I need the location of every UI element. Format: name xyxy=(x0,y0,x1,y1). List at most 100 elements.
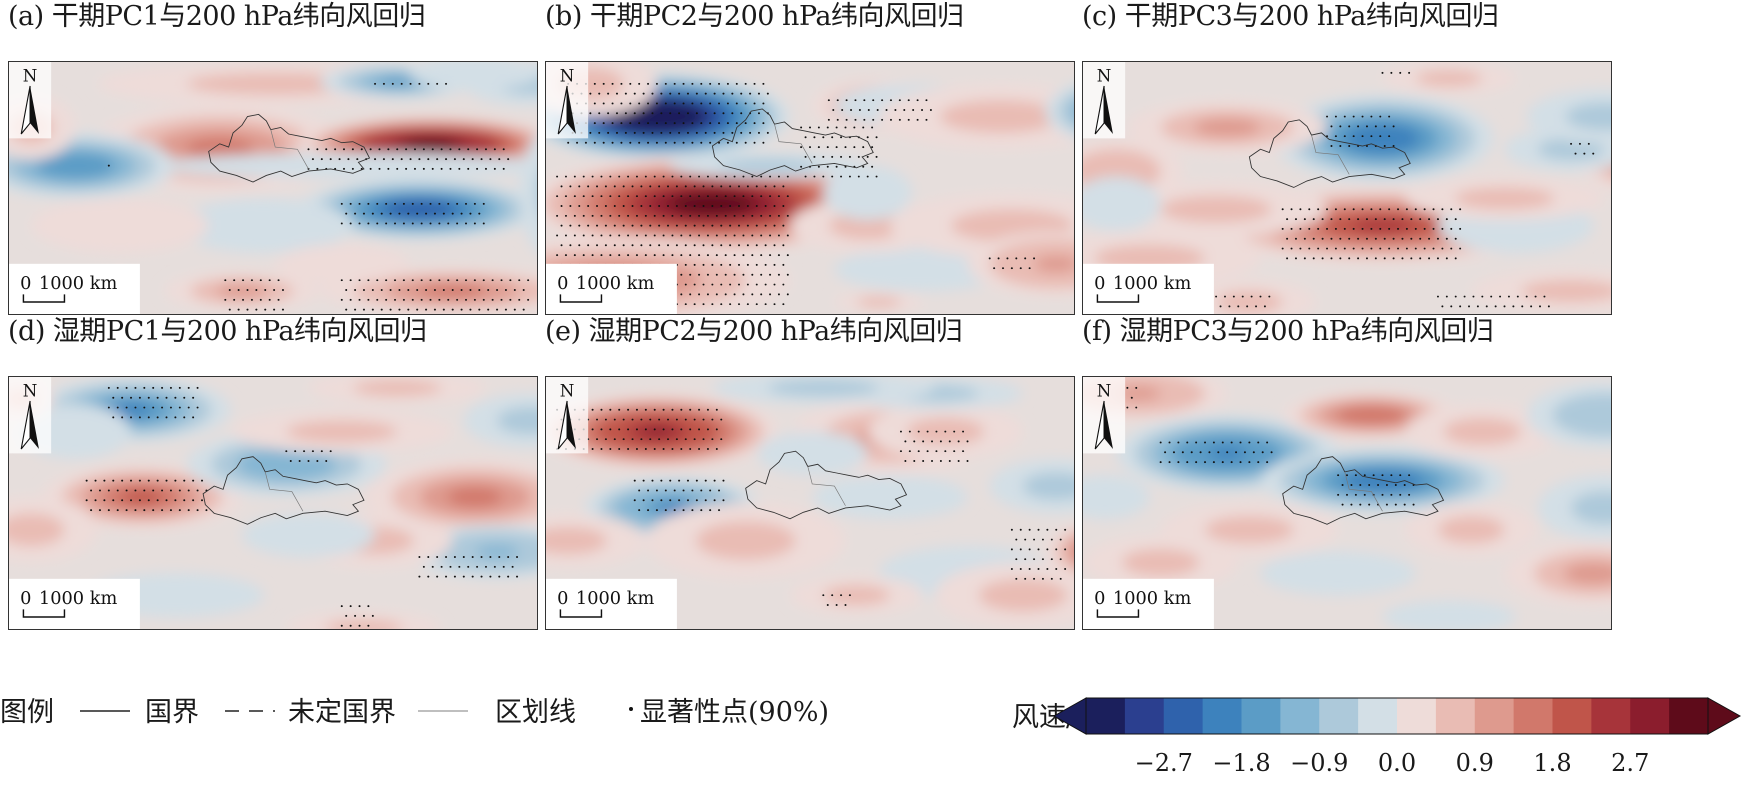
significance-dot xyxy=(702,418,705,421)
significance-dot xyxy=(476,565,479,568)
significance-dot xyxy=(349,279,352,282)
significance-dot xyxy=(1397,247,1400,250)
significance-dot xyxy=(867,109,870,111)
significance-dot xyxy=(669,499,672,502)
significance-dot xyxy=(576,141,579,144)
scale-zero-label: 0 xyxy=(20,274,31,294)
panel-title: (c) 干期PC3与200 hPa纬向风回归 xyxy=(1082,1,1499,32)
significance-dot xyxy=(1312,237,1315,240)
significance-dot xyxy=(691,141,694,144)
significance-dot xyxy=(1235,451,1238,454)
significance-dot xyxy=(684,418,687,421)
significance-dot xyxy=(693,205,696,207)
significance-dot xyxy=(1055,568,1058,570)
significance-dot xyxy=(711,283,714,286)
significance-dot xyxy=(826,126,829,129)
significance-dot xyxy=(107,386,110,389)
significance-dot xyxy=(773,283,776,286)
significance-dot xyxy=(686,479,689,482)
wind-anomaly-contour xyxy=(417,141,444,147)
significance-dot xyxy=(1230,441,1233,444)
significance-dot xyxy=(1261,451,1264,454)
significance-dot xyxy=(627,234,630,237)
significance-dot xyxy=(769,293,772,296)
significance-dot xyxy=(400,158,403,161)
significance-dot xyxy=(760,254,763,257)
significance-dot xyxy=(627,195,630,198)
colorbar-min-extend xyxy=(1052,697,1087,735)
significance-dot xyxy=(560,185,563,188)
significance-dot xyxy=(831,136,834,139)
significance-dot xyxy=(751,195,754,198)
significance-dot xyxy=(1454,295,1457,298)
wind-anomaly-contour xyxy=(1565,102,1611,131)
wind-anomaly-contour xyxy=(1058,92,1074,130)
significance-dot xyxy=(1350,484,1353,486)
significance-dot xyxy=(782,244,785,247)
significance-dot xyxy=(1177,441,1180,444)
wind-anomaly-contour xyxy=(978,578,1068,612)
significance-dot xyxy=(456,279,459,282)
significance-dot xyxy=(607,131,610,134)
significance-dot xyxy=(456,202,459,205)
significance-dot xyxy=(647,489,650,492)
significance-dot xyxy=(233,298,236,301)
significance-dot xyxy=(509,298,512,301)
scale-bar-icon xyxy=(1096,609,1140,618)
significance-dot xyxy=(389,212,392,215)
scale-zero-label: 0 xyxy=(20,589,31,609)
significance-dot xyxy=(338,158,341,161)
significance-dot xyxy=(369,148,372,151)
significance-dot xyxy=(1436,237,1439,240)
significance-dot xyxy=(1359,484,1362,486)
significance-dot xyxy=(698,195,701,198)
significance-dot xyxy=(1024,558,1027,561)
significance-dot xyxy=(449,565,452,568)
significance-dot xyxy=(402,202,405,205)
significance-dot xyxy=(644,214,647,217)
significance-dot xyxy=(751,234,754,237)
significance-dot xyxy=(1159,441,1162,444)
colorbar-segment xyxy=(1474,698,1515,734)
wind-anomaly-contour xyxy=(474,544,520,559)
significance-dot xyxy=(1454,257,1457,260)
significance-dot xyxy=(698,234,701,237)
significance-dot xyxy=(1343,115,1346,118)
significance-dot xyxy=(903,109,906,111)
significance-dot xyxy=(706,175,709,178)
significance-dot xyxy=(90,489,93,492)
significance-dot xyxy=(385,202,388,205)
significance-dot xyxy=(746,185,749,188)
map-panel-a: (a) 干期PC1与200 hPa纬向风回归 N 0 1000 km xyxy=(8,0,538,315)
significance-dot xyxy=(600,428,603,431)
significance-dot xyxy=(844,126,847,129)
significance-dot xyxy=(471,158,474,161)
significance-dot xyxy=(611,102,614,105)
significance-dot xyxy=(573,175,576,178)
scale-bar-box xyxy=(1083,578,1214,629)
significance-dot xyxy=(644,254,647,257)
significance-dot xyxy=(504,308,507,311)
significance-dot xyxy=(764,205,767,207)
significance-dot xyxy=(246,308,249,311)
significance-dot xyxy=(746,283,749,286)
significance-dot xyxy=(604,205,607,207)
significance-dot xyxy=(578,224,581,227)
significance-dot xyxy=(147,479,150,482)
significance-dot xyxy=(800,126,803,129)
significance-dot xyxy=(738,263,741,266)
significance-dot xyxy=(1339,237,1342,240)
significance-dot xyxy=(682,509,685,512)
legend-title: 图例 xyxy=(0,697,54,728)
significance-dot xyxy=(560,244,563,247)
significance-dot xyxy=(107,164,110,167)
significance-dot xyxy=(112,396,115,399)
significance-dot xyxy=(482,222,485,225)
significance-dot xyxy=(658,438,661,441)
significance-dot xyxy=(695,131,698,134)
significance-dot xyxy=(385,279,388,282)
significance-dot xyxy=(1352,115,1355,118)
significance-dot xyxy=(1530,305,1533,308)
significance-dot xyxy=(449,148,452,151)
significance-dot xyxy=(385,222,388,225)
